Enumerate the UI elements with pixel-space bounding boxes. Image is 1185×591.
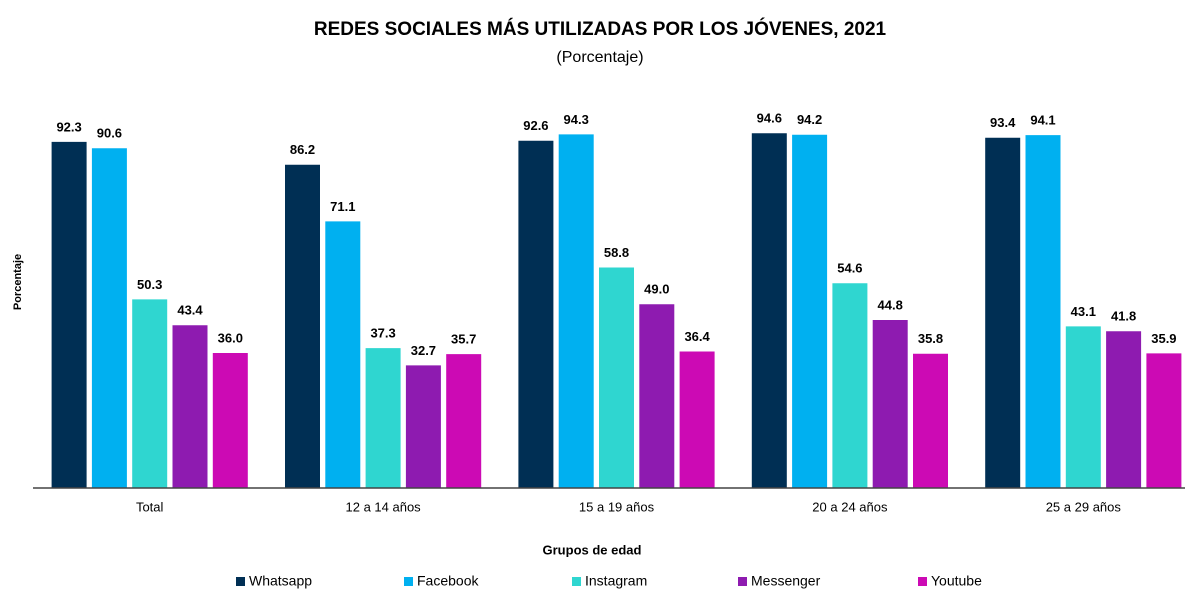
bar [446,354,482,488]
legend-swatch [572,577,581,586]
legend-swatch [404,577,413,586]
value-label: 54.6 [837,261,862,276]
value-label: 90.6 [97,126,122,141]
bar [212,353,248,488]
bar [1025,135,1061,488]
bar [325,221,361,488]
value-label: 35.7 [451,332,476,347]
bar [832,283,868,488]
bar [91,148,127,488]
legend-label: Facebook [417,573,479,589]
legend-label: Youtube [931,573,982,589]
legend-swatch [236,577,245,586]
bar [679,351,715,488]
value-label: 37.3 [370,326,395,341]
bar [51,141,87,488]
bar [172,325,208,488]
legend-label: Whatsapp [249,573,312,589]
value-label: 94.6 [757,111,782,126]
chart-title: REDES SOCIALES MÁS UTILIZADAS POR LOS JÓ… [314,18,887,40]
x-tick-label: 20 a 24 años [812,499,888,514]
value-label: 44.8 [878,297,903,312]
legend-label: Messenger [751,573,821,589]
bar [558,134,594,488]
value-label: 35.9 [1151,331,1176,346]
value-label: 92.6 [523,118,548,133]
x-tick-label: 12 a 14 años [346,499,422,514]
bar [599,267,634,488]
bar [1065,326,1101,488]
legend-swatch [918,577,927,586]
bar [405,365,441,488]
x-tick-label: 25 a 29 años [1046,499,1122,514]
value-label: 58.8 [604,245,629,260]
value-label: 36.4 [684,329,710,344]
value-label: 71.1 [330,199,355,214]
value-label: 92.3 [56,119,81,134]
bar [1106,331,1142,488]
bar [518,140,554,488]
value-label: 35.8 [918,331,943,346]
chart-subtitle: (Porcentaje) [556,49,643,66]
bar [1146,353,1182,488]
bar [792,134,828,488]
legend-swatch [738,577,747,586]
x-axis-label: Grupos de edad [543,542,642,557]
value-label: 50.3 [137,277,162,292]
x-tick-label: 15 a 19 años [579,499,655,514]
value-label: 41.8 [1111,309,1136,324]
bar [872,320,908,488]
value-label: 49.0 [644,282,669,297]
bar [639,304,675,488]
value-label: 94.1 [1030,113,1055,128]
bar [985,137,1021,488]
value-label: 94.2 [797,112,822,127]
legend-label: Instagram [585,573,647,589]
bar [913,353,948,488]
x-tick-label: Total [136,499,164,514]
value-label: 43.4 [177,303,203,318]
y-axis-label: Porcentaje [12,254,24,310]
bar [285,164,320,488]
bar [132,299,168,488]
value-label: 36.0 [218,330,243,345]
value-label: 43.1 [1071,304,1096,319]
bar [751,133,787,488]
bar [365,348,401,488]
value-label: 86.2 [290,142,315,157]
value-label: 93.4 [990,115,1016,130]
value-label: 32.7 [411,343,436,358]
value-label: 94.3 [564,112,589,127]
